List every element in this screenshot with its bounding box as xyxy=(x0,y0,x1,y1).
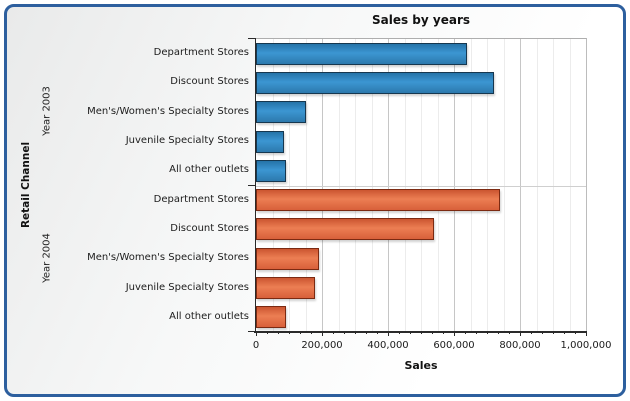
x-tick-label: 1,000,000 xyxy=(560,340,612,351)
bar-year-2004-discount-stores xyxy=(256,218,434,241)
category-label-men-s-women-s-specialty-stores: Men's/Women's Specialty Stores xyxy=(87,105,249,117)
bar-year-2003-department-stores xyxy=(256,42,467,65)
x-minor-tick xyxy=(366,331,367,334)
x-tick-label: 0 xyxy=(252,340,260,351)
x-axis-line xyxy=(254,331,587,333)
x-minor-tick xyxy=(476,331,477,334)
y-axis-tick xyxy=(248,331,256,332)
x-minor-tick xyxy=(421,331,422,334)
plot-area xyxy=(256,38,587,332)
x-minor-tick xyxy=(410,331,411,334)
x-minor-tick xyxy=(498,331,499,334)
x-tick-label: 400,000 xyxy=(367,340,409,351)
category-label-men-s-women-s-specialty-stores: Men's/Women's Specialty Stores xyxy=(87,252,249,264)
category-label-juvenile-specialty-stores: Juvenile Specialty Stores xyxy=(125,135,249,147)
x-minor-tick xyxy=(278,331,279,334)
category-label-discount-stores: Discount Stores xyxy=(170,222,249,234)
x-minor-tick xyxy=(443,331,444,334)
x-tick-label: 600,000 xyxy=(433,340,475,351)
bar-year-2004-all-other-outlets xyxy=(256,306,286,329)
category-label-department-stores: Department Stores xyxy=(153,47,249,59)
x-minor-tick xyxy=(564,331,565,334)
y-axis-title: Retail Channel xyxy=(20,141,32,229)
x-major-tick xyxy=(454,331,455,336)
x-major-tick xyxy=(388,331,389,336)
category-label-discount-stores: Discount Stores xyxy=(170,76,249,88)
x-minor-tick xyxy=(311,331,312,334)
bar-year-2003-all-other-outlets xyxy=(256,159,286,182)
y-axis-tick xyxy=(248,38,256,39)
group-separator-line xyxy=(256,185,586,187)
x-minor-tick xyxy=(465,331,466,334)
category-label-juvenile-specialty-stores: Juvenile Specialty Stores xyxy=(125,281,249,293)
x-tick-label: 800,000 xyxy=(499,340,541,351)
x-minor-tick xyxy=(399,331,400,334)
bar-year-2003-discount-stores xyxy=(256,71,494,94)
x-axis-title: Sales xyxy=(404,359,438,372)
x-minor-tick xyxy=(553,331,554,334)
x-minor-tick xyxy=(531,331,532,334)
x-minor-tick xyxy=(267,331,268,334)
x-minor-tick xyxy=(377,331,378,334)
x-major-tick xyxy=(256,331,257,336)
x-tick-label: 200,000 xyxy=(301,340,343,351)
bar-year-2004-department-stores xyxy=(256,189,500,212)
category-label-all-other-outlets: All other outlets xyxy=(169,310,249,322)
x-minor-tick xyxy=(355,331,356,334)
category-label-all-other-outlets: All other outlets xyxy=(169,164,249,176)
x-major-tick xyxy=(520,331,521,336)
bar-year-2004-juvenile-specialty-stores xyxy=(256,277,315,300)
bar-year-2003-men-s-women-s-specialty-stores xyxy=(256,101,306,124)
x-minor-tick xyxy=(509,331,510,334)
x-minor-tick xyxy=(575,331,576,334)
x-minor-tick xyxy=(344,331,345,334)
x-minor-tick xyxy=(289,331,290,334)
x-minor-tick xyxy=(487,331,488,334)
x-minor-tick xyxy=(432,331,433,334)
x-minor-tick xyxy=(300,331,301,334)
bar-year-2003-juvenile-specialty-stores xyxy=(256,130,284,153)
bar-year-2004-men-s-women-s-specialty-stores xyxy=(256,247,319,270)
x-minor-tick xyxy=(333,331,334,334)
y-axis-tick xyxy=(248,184,256,186)
x-major-tick xyxy=(586,331,587,336)
chart-title: Sales by years xyxy=(371,13,471,27)
category-label-department-stores: Department Stores xyxy=(153,193,249,205)
x-major-tick xyxy=(322,331,323,336)
x-minor-tick xyxy=(542,331,543,334)
